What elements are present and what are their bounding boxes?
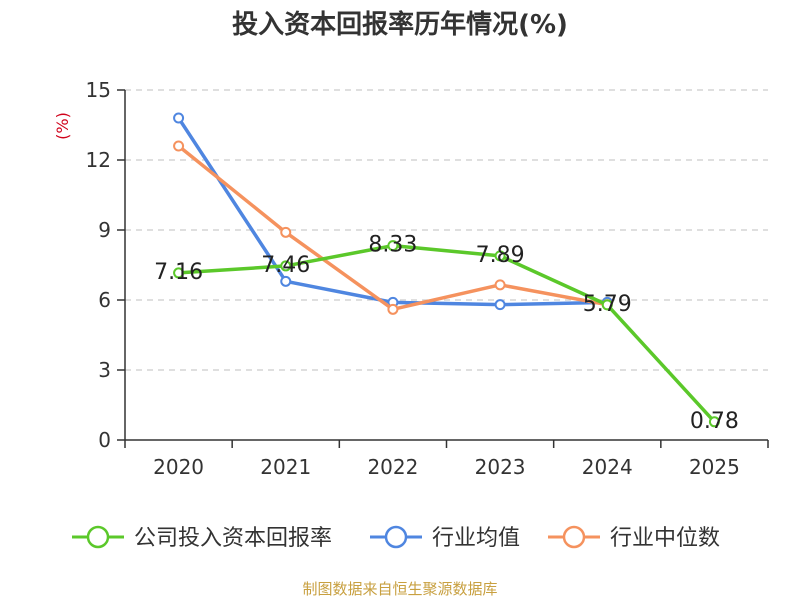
y-tick-label: 6 — [98, 288, 111, 312]
x-tick-label: 2023 — [475, 455, 526, 479]
source-note: 制图数据来自恒生聚源数据库 — [302, 580, 498, 598]
data-label: 7.46 — [261, 253, 310, 278]
legend-label: 公司投入资本回报率 — [134, 526, 332, 551]
data-label: 8.33 — [368, 233, 417, 258]
data-point — [280, 226, 292, 238]
series-line — [177, 144, 608, 312]
data-point — [173, 112, 185, 124]
data-label: 0.78 — [690, 409, 739, 434]
data-point — [173, 267, 185, 279]
y-tick-label: 9 — [98, 218, 111, 242]
x-tick-label: 2025 — [689, 455, 740, 479]
series-line — [178, 243, 716, 423]
data-point — [708, 416, 720, 428]
y-tick-label: 12 — [86, 148, 111, 172]
data-point — [387, 240, 399, 252]
data-point — [601, 299, 613, 311]
data-point — [494, 299, 506, 311]
legend-label: 行业均值 — [432, 526, 520, 551]
y-axis-label: (%) — [53, 112, 72, 140]
y-tick-label: 0 — [98, 428, 111, 452]
grid-lines — [125, 89, 768, 371]
data-label: 7.89 — [476, 243, 525, 268]
legend-marker — [384, 525, 408, 549]
series-lines — [173, 112, 720, 428]
legend-label: 行业中位数 — [610, 526, 720, 551]
data-point — [387, 303, 399, 315]
data-labels: 7.16 7.46 8.33 7.89 5.79 0.78 — [154, 233, 739, 434]
x-tick-label: 2022 — [367, 455, 418, 479]
data-label: 7.16 — [154, 260, 203, 285]
data-point — [173, 140, 185, 152]
x-tick-label: 2024 — [582, 455, 633, 479]
data-point — [280, 260, 292, 272]
legend-marker — [562, 525, 586, 549]
data-label: 5.79 — [583, 292, 632, 317]
data-point — [494, 250, 506, 262]
axes: 0 3 6 9 12 15 (%) 2020 2021 2022 2023 2024 2025 — [53, 78, 769, 479]
data-point — [280, 275, 292, 287]
chart-title: 投入资本回报率历年情况(%) — [232, 10, 568, 40]
x-tick-label: 2020 — [153, 455, 204, 479]
y-tick-label: 15 — [86, 78, 111, 102]
x-tick-label: 2021 — [260, 455, 311, 479]
y-tick-label: 3 — [98, 358, 111, 382]
data-point — [494, 279, 506, 291]
legend-marker — [86, 525, 110, 549]
legend: 公司投入资本回报率 行业均值 行业中位数 — [72, 525, 720, 551]
